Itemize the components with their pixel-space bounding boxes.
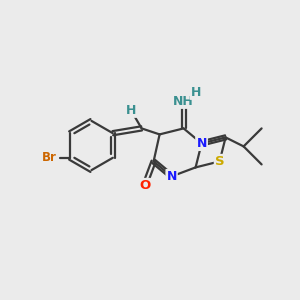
Text: N: N bbox=[196, 137, 207, 150]
Text: NH: NH bbox=[173, 95, 194, 108]
Text: N: N bbox=[196, 137, 207, 150]
Text: Br: Br bbox=[42, 151, 57, 164]
Text: O: O bbox=[139, 179, 150, 192]
Text: S: S bbox=[215, 155, 224, 168]
Text: H: H bbox=[126, 104, 136, 117]
Text: N: N bbox=[167, 170, 177, 183]
Text: H: H bbox=[190, 86, 201, 99]
